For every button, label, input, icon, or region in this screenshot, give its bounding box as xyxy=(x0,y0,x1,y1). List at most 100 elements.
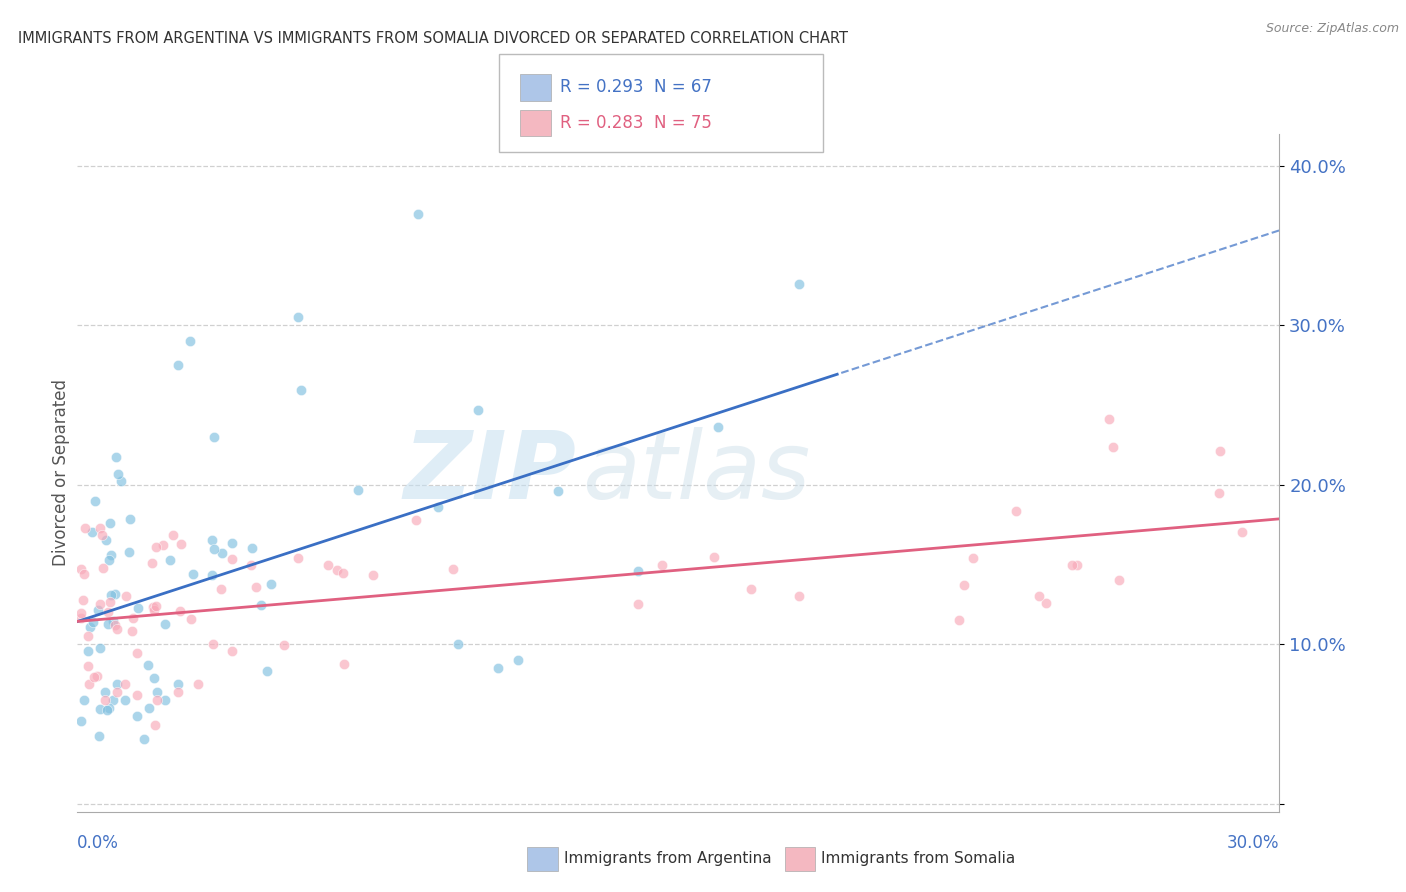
Text: Immigrants from Argentina: Immigrants from Argentina xyxy=(564,852,772,866)
Text: IMMIGRANTS FROM ARGENTINA VS IMMIGRANTS FROM SOMALIA DIVORCED OR SEPARATED CORRE: IMMIGRANTS FROM ARGENTINA VS IMMIGRANTS … xyxy=(18,31,848,46)
Point xyxy=(209,582,232,596)
Text: Source: ZipAtlas.com: Source: ZipAtlas.com xyxy=(1265,22,1399,36)
Point xyxy=(73,566,96,581)
Point xyxy=(948,613,970,627)
Point xyxy=(221,536,243,550)
Point xyxy=(740,582,762,596)
Text: ZIP: ZIP xyxy=(404,426,576,519)
Point xyxy=(202,637,225,651)
Point xyxy=(101,615,124,629)
Point xyxy=(114,677,136,691)
Point xyxy=(202,430,225,444)
Point xyxy=(98,516,121,531)
Text: R = 0.283  N = 75: R = 0.283 N = 75 xyxy=(560,114,711,132)
Point xyxy=(787,277,810,291)
Point xyxy=(89,597,111,611)
Point xyxy=(221,551,243,566)
Point xyxy=(333,657,356,671)
Point xyxy=(100,548,122,562)
Point xyxy=(107,685,129,699)
Point xyxy=(94,693,117,707)
Point xyxy=(70,714,93,728)
Point xyxy=(104,450,127,465)
Point xyxy=(91,560,114,574)
Point xyxy=(77,644,100,658)
Point xyxy=(245,580,267,594)
Point xyxy=(155,693,177,707)
Point xyxy=(962,551,984,566)
Point xyxy=(89,521,111,535)
Point xyxy=(97,616,120,631)
Point xyxy=(1005,504,1028,518)
Point xyxy=(72,593,94,607)
Point xyxy=(627,564,650,578)
Point xyxy=(107,677,129,691)
Point xyxy=(159,553,181,567)
Point xyxy=(186,677,209,691)
Point xyxy=(447,637,470,651)
Point xyxy=(94,685,117,699)
Point xyxy=(201,567,224,582)
Point xyxy=(87,603,110,617)
Point xyxy=(127,688,149,702)
Point xyxy=(103,586,125,600)
Point xyxy=(162,527,184,541)
Point xyxy=(1108,574,1130,588)
Point xyxy=(143,672,166,686)
Point xyxy=(104,617,127,632)
Point xyxy=(166,677,188,691)
Point xyxy=(83,670,105,684)
Point xyxy=(211,546,233,560)
Text: 0.0%: 0.0% xyxy=(77,834,120,852)
Point xyxy=(105,622,128,636)
Point xyxy=(132,731,155,746)
Point xyxy=(96,533,118,547)
Point xyxy=(98,595,121,609)
Point xyxy=(141,557,163,571)
Point xyxy=(110,474,132,488)
Point xyxy=(127,600,149,615)
Point xyxy=(170,537,193,551)
Point xyxy=(84,494,107,508)
Point xyxy=(406,206,429,220)
Point xyxy=(627,598,650,612)
Point xyxy=(318,558,340,573)
Point xyxy=(201,533,224,548)
Point xyxy=(91,528,114,542)
Point xyxy=(127,646,149,660)
Point xyxy=(114,589,136,603)
Point xyxy=(202,542,225,557)
Text: atlas: atlas xyxy=(582,427,810,518)
Point xyxy=(953,578,976,592)
Point xyxy=(70,562,93,576)
Point xyxy=(332,566,354,580)
Point xyxy=(1101,440,1123,454)
Point xyxy=(240,558,263,572)
Text: Immigrants from Somalia: Immigrants from Somalia xyxy=(821,852,1015,866)
Point xyxy=(77,659,100,673)
Text: R = 0.293  N = 67: R = 0.293 N = 67 xyxy=(560,78,711,96)
Point xyxy=(547,484,569,499)
Point xyxy=(89,641,111,656)
Point xyxy=(169,604,191,618)
Point xyxy=(73,692,96,706)
Point xyxy=(290,383,312,397)
Point xyxy=(260,577,283,591)
Point xyxy=(73,521,96,535)
Point xyxy=(1230,525,1253,540)
Point xyxy=(97,552,120,566)
Point xyxy=(143,602,166,616)
Point xyxy=(361,568,384,582)
Point xyxy=(152,538,174,552)
Point xyxy=(121,624,143,638)
Point xyxy=(89,701,111,715)
Point xyxy=(100,588,122,602)
Point xyxy=(1028,590,1050,604)
Point xyxy=(146,685,169,699)
Point xyxy=(250,598,273,612)
Point xyxy=(651,558,673,572)
Point xyxy=(180,612,202,626)
Point xyxy=(405,512,427,526)
Point xyxy=(221,644,243,658)
Point xyxy=(70,611,93,625)
